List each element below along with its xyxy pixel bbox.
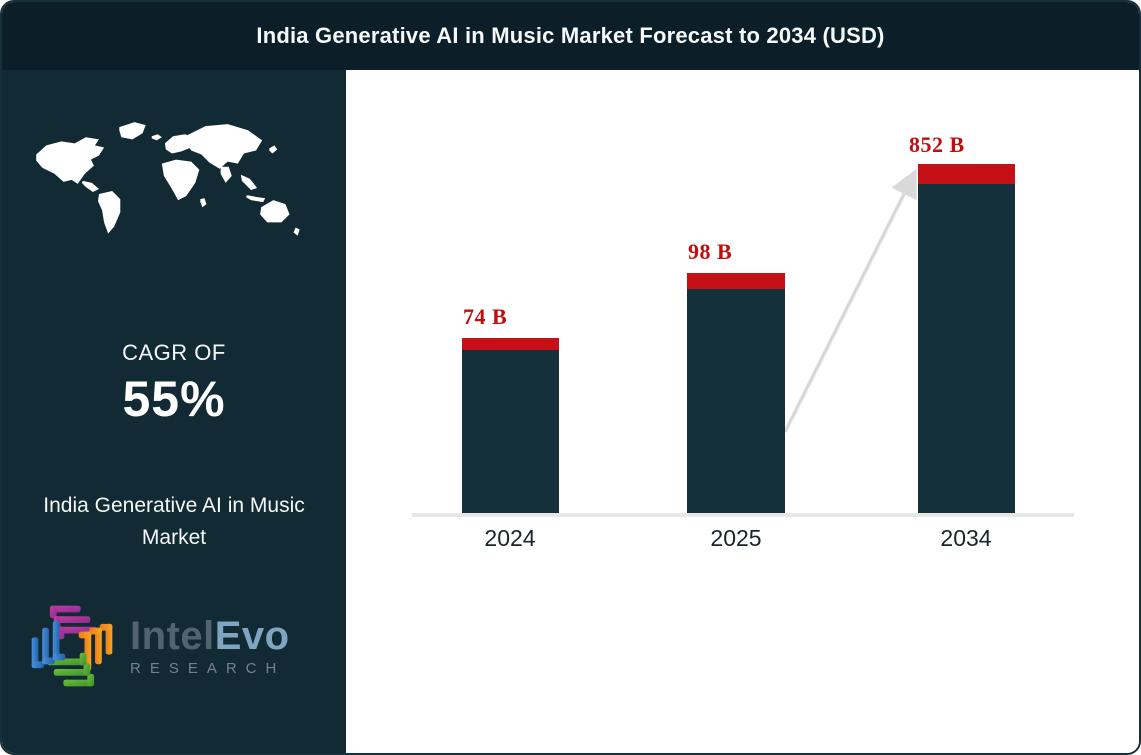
bar-2025 — [687, 273, 785, 513]
bar-2024-cap — [462, 338, 559, 350]
bar-value-label-2025: 98 B — [688, 239, 733, 264]
world-map-icon — [22, 110, 326, 270]
bar-2025-cap — [687, 273, 785, 289]
cagr-label: CAGR OF — [122, 340, 226, 365]
brand-subtitle: RESEARCH — [130, 660, 286, 677]
market-name: India Generative AI in Music Market — [2, 490, 346, 554]
brand-name-primary: Intel — [130, 614, 215, 658]
bar-value-label-2034: 852 B — [909, 132, 965, 157]
chart-panel: 74 B 98 B 852 B 2024 2025 2034 — [346, 70, 1139, 753]
bar-value-label-2024: 74 B — [463, 304, 508, 329]
pinwheel-bars-icon — [31, 605, 113, 687]
bar-2025-fill — [687, 289, 785, 513]
brand-logo: IntelEvo RESEARCH — [24, 598, 290, 694]
x-axis-line — [412, 513, 1074, 517]
header-bar: India Generative AI in Music Market Fore… — [2, 2, 1139, 70]
x-tick-2025: 2025 — [710, 525, 762, 551]
x-tick-2024: 2024 — [484, 525, 536, 551]
market-name-line1: India Generative AI in Music — [43, 494, 305, 517]
bar-2024-fill — [462, 350, 559, 513]
bar-2034 — [918, 164, 1015, 513]
brand-wordmark: IntelEvo RESEARCH — [130, 615, 290, 677]
bar-2024 — [462, 338, 559, 513]
sidebar: CAGR OF 55% India Generative AI in Music… — [2, 70, 346, 753]
bar-2034-cap — [918, 164, 1015, 184]
page-title: India Generative AI in Music Market Fore… — [256, 23, 885, 48]
market-name-line2: Market — [141, 526, 207, 549]
brand-name-secondary: Evo — [214, 614, 290, 658]
x-tick-2034: 2034 — [940, 525, 992, 551]
cagr-value: 55% — [122, 371, 226, 427]
bar-2034-fill — [918, 184, 1015, 513]
